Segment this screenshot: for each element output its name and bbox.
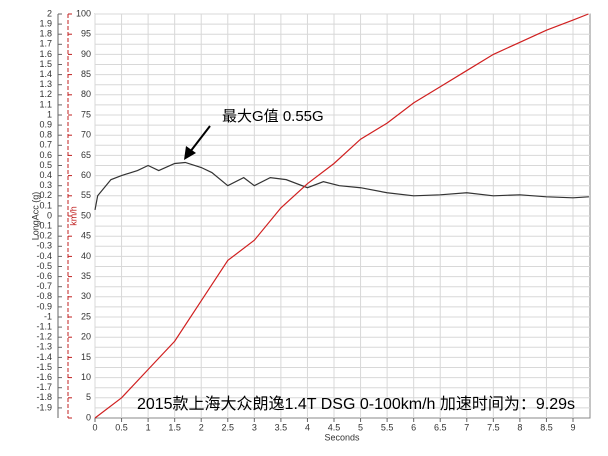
- y2-tick-label: 45: [81, 231, 91, 241]
- y2-tick-label: 90: [81, 49, 91, 59]
- y-tick-label: -1.3: [36, 342, 52, 352]
- y-tick-label: -0.7: [36, 281, 52, 291]
- y-tick-label: -1: [44, 311, 52, 321]
- y2-tick-label: 100: [76, 8, 91, 18]
- y2-tick-label: 5: [86, 392, 91, 402]
- annotation-arrow: [189, 125, 211, 153]
- y-tick-label: 1.6: [39, 49, 52, 59]
- x-tick-label: 2.5: [222, 422, 235, 432]
- y-axis-label: LongAcc (g): [30, 192, 40, 241]
- x-tick-label: 6.5: [434, 422, 447, 432]
- y-tick-label: 1.9: [39, 18, 52, 28]
- y2-tick-label: 95: [81, 29, 91, 39]
- y-tick-label: -0.6: [36, 271, 52, 281]
- annotation: 最大G值 0.55G: [222, 108, 324, 125]
- caption: 2015款上海大众朗逸1.4T DSG 0-100km/h 加速时间为：9.29…: [137, 395, 575, 413]
- x-tick-label: 7: [464, 422, 469, 432]
- x-tick-label: 4: [305, 422, 310, 432]
- annotation-arrowhead: [184, 146, 196, 160]
- y-tick-label: 1.5: [39, 59, 52, 69]
- y-tick-label: 1: [47, 109, 52, 119]
- y-tick-label: -1.5: [36, 362, 52, 372]
- y2-tick-label: 40: [81, 251, 91, 261]
- y2-tick-label: 80: [81, 89, 91, 99]
- y-tick-label: -0.5: [36, 261, 52, 271]
- y-tick-label: 2: [47, 8, 52, 18]
- x-tick-label: 0.5: [115, 422, 128, 432]
- y-tick-label: -0.9: [36, 301, 52, 311]
- y2-tick-label: 10: [81, 372, 91, 382]
- y-tick-label: 0.5: [39, 160, 52, 170]
- y-tick-label: 1.3: [39, 79, 52, 89]
- y-tick-label: -0.1: [36, 220, 52, 230]
- y2-tick-label: 25: [81, 311, 91, 321]
- y-tick-label: 0.8: [39, 130, 52, 140]
- x-tick-label: 1.5: [168, 422, 181, 432]
- x-tick-label: 8: [517, 422, 522, 432]
- x-tick-label: 6: [411, 422, 416, 432]
- y2-tick-label: 35: [81, 271, 91, 281]
- y-tick-label: 1.4: [39, 69, 52, 79]
- x-tick-label: 9: [570, 422, 575, 432]
- y-tick-label: 0.9: [39, 119, 52, 129]
- y2-tick-label: 15: [81, 352, 91, 362]
- y-tick-label: -1.7: [36, 382, 52, 392]
- y-tick-label: 1.1: [39, 99, 52, 109]
- y2-tick-label: 65: [81, 150, 91, 160]
- x-tick-label: 3.5: [275, 422, 288, 432]
- y2-tick-label: 85: [81, 69, 91, 79]
- y-tick-label: -1.1: [36, 321, 52, 331]
- x-tick-label: 2: [199, 422, 204, 432]
- x-tick-label: 7.5: [487, 422, 500, 432]
- x-tick-label: 8.5: [540, 422, 553, 432]
- x-tick-label: 1: [146, 422, 151, 432]
- x-tick-label: 3: [252, 422, 257, 432]
- y-tick-label: 0.7: [39, 140, 52, 150]
- y2-tick-label: 0: [86, 412, 91, 422]
- y2-axis-label: km/h: [68, 206, 78, 226]
- y-tick-label: 1.2: [39, 89, 52, 99]
- x-tick-label: 4.5: [328, 422, 341, 432]
- y-tick-label: -0.2: [36, 231, 52, 241]
- y-tick-label: -0.8: [36, 291, 52, 301]
- y-tick-label: 0.3: [39, 180, 52, 190]
- y-tick-label: 0.1: [39, 200, 52, 210]
- y-tick-label: -1.8: [36, 392, 52, 402]
- series-line: [94, 13, 589, 419]
- y-tick-label: -1.2: [36, 332, 52, 342]
- y-tick-label: 0.2: [39, 190, 52, 200]
- series-line: [94, 161, 589, 211]
- y-tick-label: 0.6: [39, 150, 52, 160]
- x-tick-label: 5: [358, 422, 363, 432]
- y2-tick-label: 75: [81, 109, 91, 119]
- x-tick-label: 0: [92, 422, 97, 432]
- y2-tick-label: 60: [81, 170, 91, 180]
- y-tick-label: -1.9: [36, 402, 52, 412]
- y-tick-label: -1.6: [36, 372, 52, 382]
- y-tick-label: 0.4: [39, 170, 52, 180]
- y-tick-label: -1.4: [36, 352, 52, 362]
- x-tick-label: 5.5: [381, 422, 394, 432]
- y2-tick-label: 20: [81, 332, 91, 342]
- y2-tick-label: 30: [81, 291, 91, 301]
- y2-tick-label: 55: [81, 190, 91, 200]
- y-tick-label: -0.4: [36, 251, 52, 261]
- y2-tick-label: 50: [81, 210, 91, 220]
- grid: [94, 13, 590, 418]
- y-tick-label: 1.8: [39, 29, 52, 39]
- y-tick-label: -0.3: [36, 241, 52, 251]
- y-tick-label: 1.7: [39, 39, 52, 49]
- y-tick-label: 0: [47, 210, 52, 220]
- y2-tick-label: 70: [81, 130, 91, 140]
- x-axis-label: Seconds: [324, 432, 360, 442]
